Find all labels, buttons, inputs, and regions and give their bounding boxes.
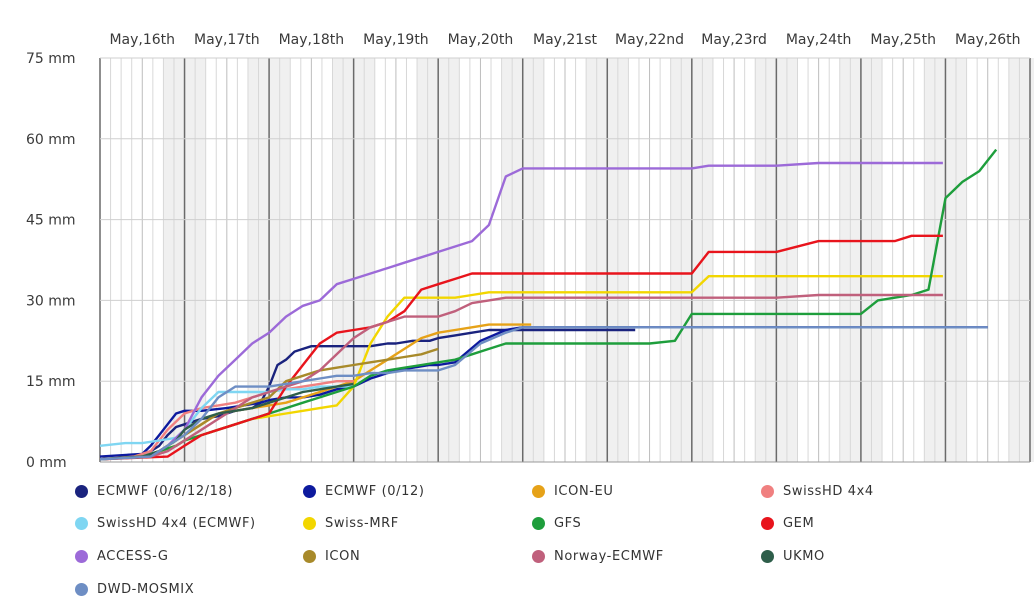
legend-marker [532, 485, 545, 498]
legend-item[interactable]: SwissHD 4x4 (ECMWF) [75, 516, 256, 531]
legend: ECMWF (0/6/12/18) ECMWF (0/12) ICON-EU Swis… [0, 476, 1034, 606]
series-line [99, 293, 943, 461]
y-tick-label: 45 mm [26, 213, 76, 229]
legend-label: ICON [325, 549, 361, 564]
x-tick-label: May,19th [363, 32, 429, 48]
legend-label: GEM [783, 516, 815, 531]
x-tick-label: May,21st [533, 32, 598, 48]
legend-marker [761, 517, 774, 530]
x-tick-label: May,17th [194, 32, 260, 48]
x-tick-label: May,24th [786, 32, 852, 48]
series-line [99, 326, 988, 461]
legend-marker [75, 583, 88, 596]
series-lines [99, 148, 998, 461]
series-line [99, 328, 636, 461]
legend-marker [761, 485, 774, 498]
legend-marker [75, 485, 88, 498]
legend-marker [303, 485, 316, 498]
y-tick-label: 60 mm [26, 132, 76, 148]
legend-item[interactable]: ECMWF (0/6/12/18) [75, 484, 233, 499]
series-line [99, 234, 943, 461]
legend-item[interactable]: ECMWF (0/12) [303, 484, 425, 499]
legend-item[interactable]: ACCESS-G [75, 549, 169, 564]
legend-item[interactable]: UKMO [761, 549, 825, 564]
legend-label: ICON-EU [554, 484, 614, 499]
legend-item[interactable]: DWD-MOSMIX [75, 582, 194, 597]
legend-item[interactable]: Norway-ECMWF [532, 549, 664, 564]
legend-item[interactable]: SwissHD 4x4 [761, 484, 874, 499]
legend-label: GFS [554, 516, 582, 531]
legend-label: SwissHD 4x4 (ECMWF) [97, 516, 256, 531]
legend-label: Swiss-MRF [325, 516, 399, 531]
legend-item[interactable]: Swiss-MRF [303, 516, 399, 531]
legend-label: Norway-ECMWF [554, 549, 664, 564]
legend-item[interactable]: GEM [761, 516, 814, 531]
x-tick-label: May,20th [448, 32, 514, 48]
x-tick-label: May,18th [279, 32, 345, 48]
legend-marker [75, 550, 88, 563]
legend-label: ACCESS-G [97, 549, 169, 564]
legend-label: DWD-MOSMIX [97, 582, 195, 597]
legend-marker [303, 550, 316, 563]
legend-marker [532, 517, 545, 530]
legend-label: ECMWF (0/6/12/18) [97, 484, 234, 499]
legend-marker [532, 550, 545, 563]
grid-lines [99, 57, 1031, 463]
legend-marker [75, 517, 88, 530]
legend-marker [303, 517, 316, 530]
series-line [99, 161, 943, 461]
y-axis-labels: 0 mm 15 mm 30 mm 45 mm 60 mm 75 mm [26, 51, 76, 471]
y-tick-label: 30 mm [26, 293, 76, 309]
y-tick-label: 75 mm [26, 51, 76, 67]
legend-marker [761, 550, 774, 563]
y-tick-label: 15 mm [26, 374, 76, 390]
x-axis-labels: May,16th May,17th May,18th May,19th May,20th… [109, 32, 1020, 48]
legend-item[interactable]: GFS [532, 516, 581, 531]
x-tick-label: May,16th [109, 32, 175, 48]
legend-label: ECMWF (0/12) [325, 484, 425, 499]
legend-item[interactable]: ICON [303, 549, 360, 564]
y-tick-label: 0 mm [26, 455, 67, 471]
series-line [99, 380, 354, 461]
legend-label: UKMO [783, 549, 825, 564]
x-tick-label: May,25th [870, 32, 936, 48]
x-tick-label: May,22nd [615, 32, 684, 48]
x-tick-label: May,26th [955, 32, 1021, 48]
legend-label: SwissHD 4x4 [783, 484, 874, 499]
legend-item[interactable]: ICON-EU [532, 484, 614, 499]
x-tick-label: May,23rd [701, 32, 767, 48]
